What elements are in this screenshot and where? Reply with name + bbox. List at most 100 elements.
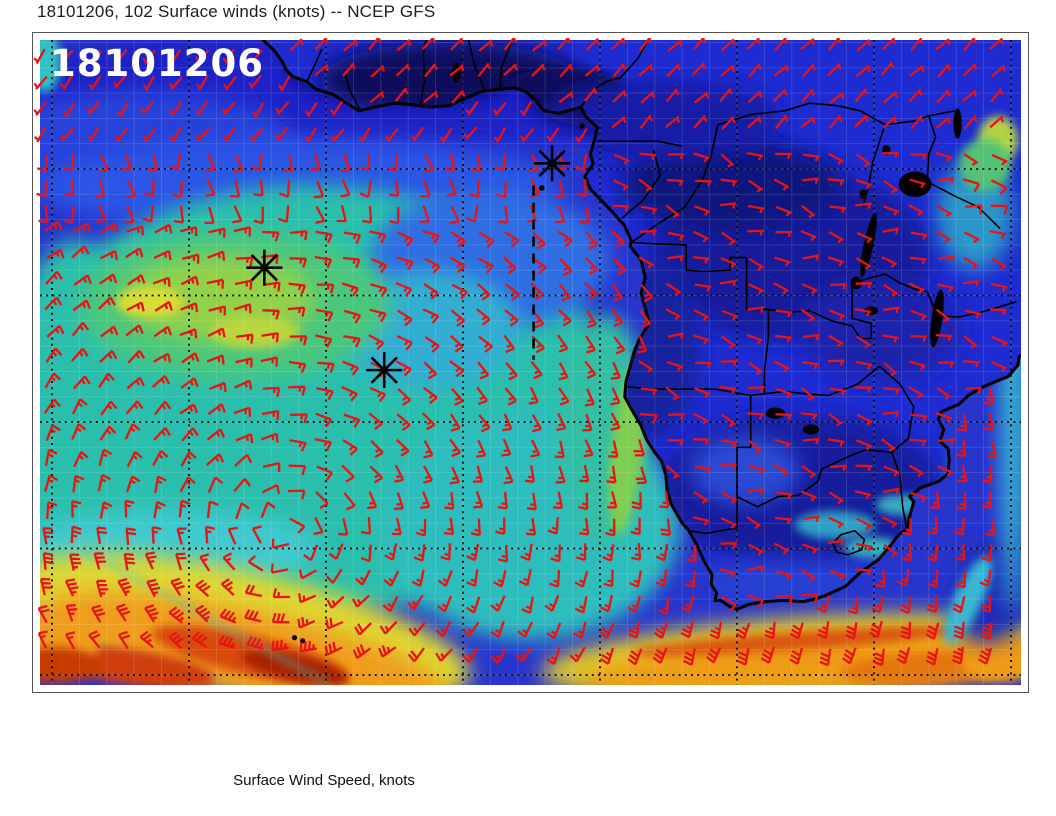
wind-barb bbox=[962, 178, 981, 193]
wind-barb bbox=[178, 499, 191, 518]
wind-barb bbox=[854, 489, 872, 500]
wind-barb bbox=[313, 516, 324, 536]
wind-barb bbox=[71, 321, 90, 337]
wind-barb bbox=[555, 205, 566, 224]
wind-barb bbox=[667, 39, 683, 52]
wind-barb bbox=[694, 465, 712, 474]
wind-barb bbox=[789, 622, 804, 640]
wind-barb bbox=[640, 387, 658, 395]
land-speed-blob bbox=[795, 511, 875, 539]
wind-barb bbox=[451, 283, 468, 300]
wind-barb bbox=[394, 464, 405, 483]
wind-barb bbox=[359, 180, 372, 198]
wind-barb bbox=[99, 425, 117, 441]
wind-barb bbox=[343, 492, 356, 511]
wind-barb bbox=[775, 230, 792, 238]
markers-layer bbox=[246, 145, 571, 389]
wind-barb bbox=[98, 154, 109, 173]
wind-barb bbox=[244, 609, 262, 623]
wind-barb bbox=[802, 437, 820, 445]
wind-barb bbox=[881, 516, 898, 529]
wind-barb bbox=[73, 451, 89, 468]
wind-barb bbox=[261, 483, 281, 495]
wind-barb bbox=[774, 38, 789, 52]
wind-barb bbox=[100, 400, 118, 416]
wind-barb bbox=[962, 63, 978, 77]
wind-barb bbox=[99, 350, 118, 363]
wind-barb bbox=[154, 300, 173, 312]
wind-barb bbox=[439, 127, 453, 144]
wind-barb bbox=[855, 202, 872, 209]
wind-barb bbox=[168, 48, 182, 65]
wind-barb bbox=[389, 179, 400, 197]
wind-barb bbox=[910, 115, 925, 130]
wind-barb bbox=[71, 500, 82, 518]
wind-barb bbox=[721, 595, 737, 613]
wind-barb bbox=[310, 153, 321, 171]
wind-barb bbox=[576, 179, 587, 198]
wind-barb bbox=[465, 101, 479, 116]
wind-barb bbox=[827, 256, 845, 267]
wind-barb bbox=[639, 38, 653, 51]
wind-barb bbox=[396, 413, 411, 432]
wind-barb bbox=[278, 205, 290, 223]
wind-barb bbox=[37, 630, 48, 649]
wind-barb bbox=[909, 178, 926, 189]
wind-barb bbox=[748, 63, 763, 78]
wind-barb bbox=[63, 153, 74, 172]
wind-barb bbox=[289, 439, 307, 452]
asterisk-marker bbox=[366, 352, 403, 389]
wind-barb bbox=[925, 622, 940, 640]
wind-barb bbox=[263, 281, 281, 292]
wind-barb bbox=[774, 256, 791, 267]
wind-barb bbox=[435, 620, 452, 638]
wind-barb bbox=[94, 179, 106, 198]
wind-barb bbox=[963, 231, 980, 244]
wind-barb bbox=[855, 257, 872, 270]
wind-barb bbox=[547, 517, 559, 535]
wind-barb bbox=[206, 428, 226, 441]
wind-barb bbox=[748, 179, 764, 193]
wind-barb bbox=[73, 274, 92, 286]
wind-barb bbox=[503, 256, 517, 275]
wind-barb bbox=[218, 634, 236, 650]
wind-barb bbox=[354, 622, 373, 636]
wind-barb bbox=[936, 89, 951, 104]
wind-barb bbox=[520, 128, 535, 143]
wind-barb bbox=[693, 491, 709, 505]
wind-barb bbox=[370, 257, 388, 274]
wind-barb bbox=[901, 543, 913, 562]
wind-barb bbox=[991, 153, 1008, 166]
land-speed-patches bbox=[320, 42, 1021, 610]
wind-barb bbox=[396, 231, 414, 247]
wind-barb bbox=[314, 255, 333, 269]
wind-barb bbox=[421, 412, 436, 431]
wind-barb bbox=[554, 180, 565, 198]
wind-barb bbox=[96, 204, 107, 223]
wind-barb bbox=[153, 325, 173, 338]
wind-barb bbox=[555, 465, 566, 484]
wind-barb bbox=[720, 517, 737, 529]
wind-barb bbox=[955, 543, 966, 561]
wind-barb bbox=[289, 38, 304, 52]
wind-barb bbox=[639, 229, 657, 237]
wind-barb bbox=[207, 476, 224, 494]
wind-barb bbox=[449, 206, 460, 225]
land-speed-blob bbox=[620, 140, 840, 230]
wind-barb bbox=[93, 552, 107, 570]
wind-barb bbox=[897, 568, 910, 587]
wind-barb bbox=[288, 464, 307, 476]
wind-barb bbox=[208, 305, 226, 316]
wind-barb bbox=[935, 412, 953, 423]
wind-barb bbox=[316, 283, 335, 294]
wind-barb bbox=[153, 352, 172, 363]
wind-barb bbox=[631, 543, 642, 561]
wind-barb bbox=[830, 283, 847, 290]
speed-blob bbox=[40, 647, 100, 683]
wind-barb bbox=[550, 544, 561, 563]
wind-barb bbox=[828, 413, 843, 427]
wind-barb bbox=[38, 205, 49, 224]
wind-barb bbox=[352, 644, 372, 660]
wind-barb bbox=[909, 64, 925, 77]
wind-barb bbox=[709, 621, 723, 640]
